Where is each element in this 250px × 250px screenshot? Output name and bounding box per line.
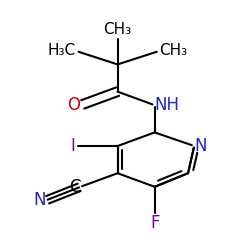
Text: I: I: [71, 137, 76, 155]
Text: C: C: [69, 178, 80, 196]
Text: CH₃: CH₃: [104, 22, 132, 37]
Text: F: F: [150, 214, 160, 232]
Text: NH: NH: [155, 96, 180, 114]
Text: O: O: [68, 96, 80, 114]
Text: H₃C: H₃C: [48, 43, 76, 58]
Text: N: N: [194, 137, 207, 155]
Text: N: N: [34, 192, 46, 210]
Text: CH₃: CH₃: [160, 43, 188, 58]
